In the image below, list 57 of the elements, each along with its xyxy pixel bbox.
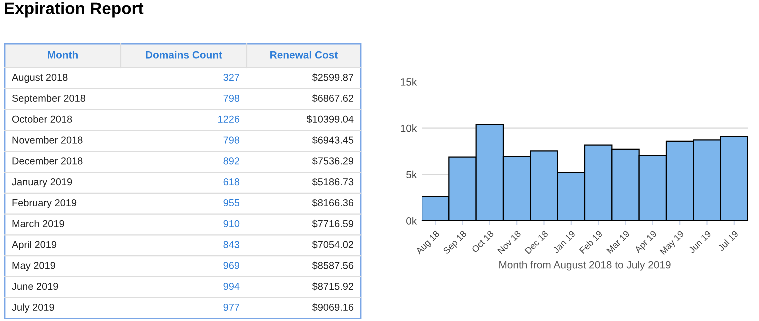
x-tick-label: Jul 19 xyxy=(717,230,739,252)
category-label: Month xyxy=(48,51,78,59)
x-tick-label: Aug 18 xyxy=(416,230,442,256)
text: December 2018 xyxy=(12,157,83,165)
text: January 2019 xyxy=(12,178,72,188)
text: 977 xyxy=(224,304,240,312)
y-tick-label: 5k xyxy=(406,170,418,179)
text: 798 xyxy=(224,94,240,102)
category-label: Renewal Cost xyxy=(270,51,338,59)
y-tick-label: 10k xyxy=(401,124,418,132)
text: $8587.56 xyxy=(312,262,354,270)
text: February 2019 xyxy=(12,199,77,209)
text: $8166.36 xyxy=(312,199,354,208)
text: $7716.59 xyxy=(312,220,354,228)
text: $7536.29 xyxy=(312,157,354,166)
x-tick-label: Feb 19 xyxy=(579,230,603,254)
text: $7054.02 xyxy=(312,240,354,249)
y-tick-label: 0k xyxy=(406,217,418,225)
text: 955 xyxy=(224,199,240,207)
text: 843 xyxy=(224,241,240,248)
text: $8715.92 xyxy=(312,282,354,291)
x-tick-label: Apr 19 xyxy=(634,230,659,255)
x-axis-title: Month from August 2018 to July 2019 xyxy=(500,261,671,271)
text: June 2019 xyxy=(12,283,58,290)
text: July 2019 xyxy=(12,304,54,314)
text: 1226 xyxy=(218,116,240,123)
category-label: Domains Count xyxy=(146,51,222,59)
text: $6943.45 xyxy=(312,136,354,144)
x-tick-label: Oct 18 xyxy=(472,230,494,254)
x-tick-label: Jan 19 xyxy=(552,230,576,254)
text: $9069.16 xyxy=(312,304,354,312)
x-tick-label: Jun 19 xyxy=(688,230,712,254)
x-tick-label: Nov 18 xyxy=(498,230,522,254)
text: March 2019 xyxy=(12,220,64,228)
y-tick-label: 15k xyxy=(401,78,418,86)
text: 327 xyxy=(224,74,240,82)
text: 994 xyxy=(224,283,240,290)
text: 798 xyxy=(224,136,240,144)
text: October 2018 xyxy=(12,116,72,123)
x-tick-label: Mar 19 xyxy=(606,230,630,254)
text: Expiration Report xyxy=(5,2,144,18)
text: $5186.73 xyxy=(312,178,354,186)
text: September 2018 xyxy=(12,94,86,104)
text: $2599.87 xyxy=(312,74,354,82)
text: November 2018 xyxy=(12,136,83,144)
text: May 2019 xyxy=(12,262,56,272)
x-tick-label: May 19 xyxy=(660,230,686,256)
x-tick-label: Sep 18 xyxy=(442,230,468,256)
text: $6867.62 xyxy=(312,94,354,103)
text: 892 xyxy=(224,158,240,165)
text: August 2018 xyxy=(12,74,68,84)
text: 969 xyxy=(224,262,240,270)
text: 910 xyxy=(224,220,240,228)
text: April 2019 xyxy=(12,240,57,250)
x-tick-label: Dec 18 xyxy=(524,230,549,254)
text: 618 xyxy=(224,178,240,186)
text: $10399.04 xyxy=(306,115,354,124)
